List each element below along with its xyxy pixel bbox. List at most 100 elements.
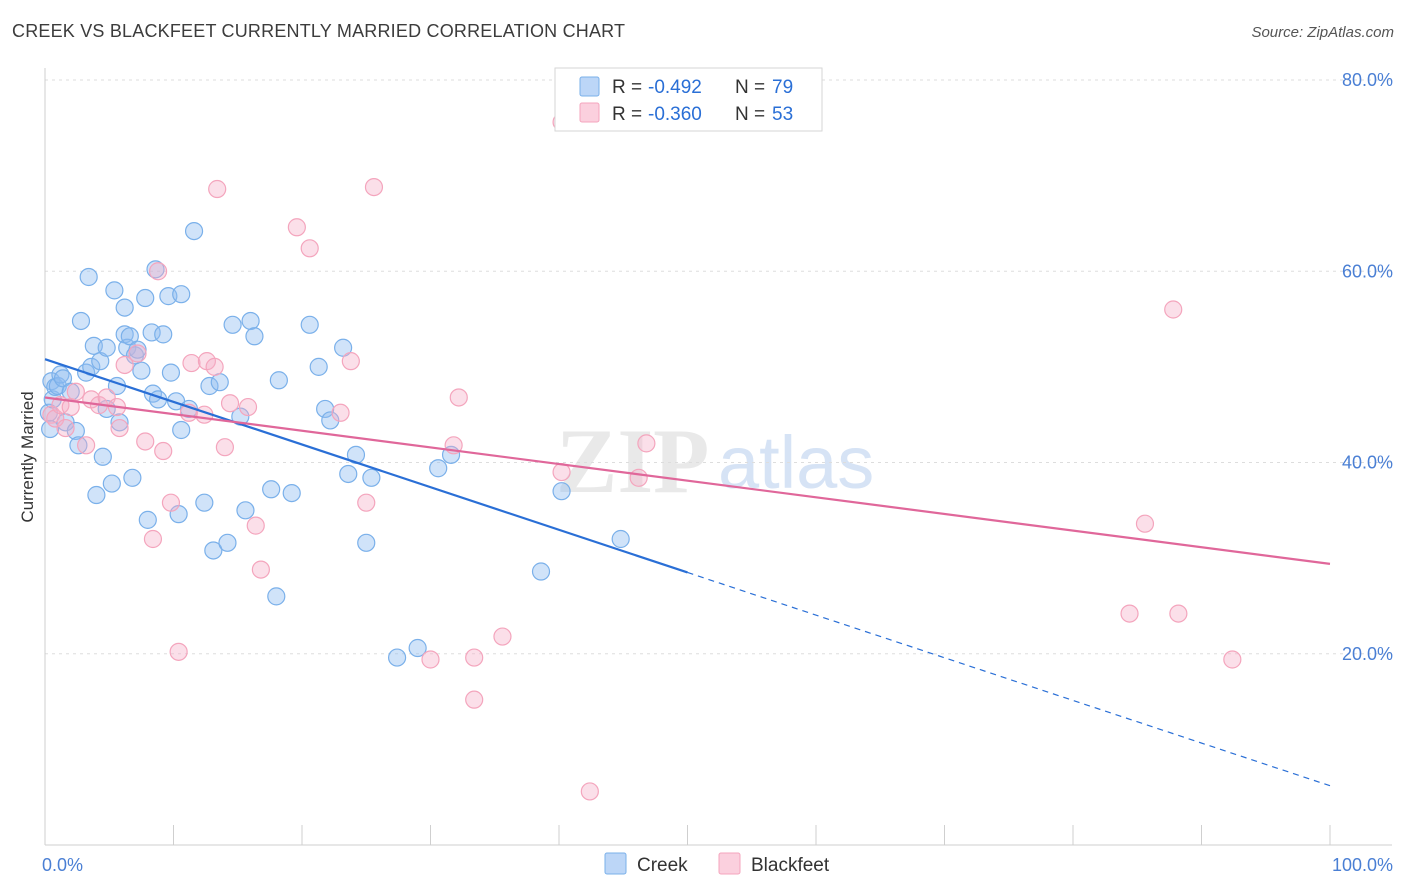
blackfeet-point xyxy=(208,179,227,199)
blackfeet-point xyxy=(364,178,384,197)
blackfeet-point xyxy=(169,642,188,661)
creek-point xyxy=(408,638,427,658)
blackfeet-legend-swatch xyxy=(718,852,741,875)
y-axis-title: Currently Married xyxy=(18,391,37,522)
blackfeet-point xyxy=(357,493,376,512)
creek-legend-swatch xyxy=(604,852,627,875)
creek-point xyxy=(611,529,630,549)
y-tick-labels: 20.0% 40.0% 60.0% 80.0% xyxy=(1342,70,1393,664)
creek-point xyxy=(128,340,147,359)
creek-point xyxy=(339,464,358,484)
stats-legend-frame xyxy=(554,67,823,132)
creek-point xyxy=(552,482,571,501)
x-tick-label: 100.0% xyxy=(1332,855,1393,875)
blackfeet-point xyxy=(66,382,85,401)
chart-title: CREEK VS BLACKFEET CURRENTLY MARRIED COR… xyxy=(12,21,626,41)
creek-point xyxy=(429,459,448,478)
creek-point xyxy=(269,371,288,390)
creek-point xyxy=(87,485,106,505)
blackfeet-r-label: R = xyxy=(612,104,642,125)
blackfeet-point xyxy=(449,388,468,407)
data-points xyxy=(39,112,1242,801)
creek-point xyxy=(123,468,142,487)
creek-point xyxy=(267,587,286,606)
creek-point xyxy=(120,327,139,346)
creek-point xyxy=(161,363,181,382)
creek-n-value: 79 xyxy=(772,77,793,98)
blackfeet-point xyxy=(1120,604,1139,623)
creek-point xyxy=(262,480,281,499)
creek-point xyxy=(79,267,98,287)
creek-point xyxy=(71,311,91,331)
trend-lines xyxy=(44,358,1331,787)
creek-point xyxy=(142,323,161,342)
blackfeet-point xyxy=(300,239,319,258)
blackfeet-point xyxy=(1169,604,1188,623)
stats-legend: R = -0.492 N = 79 R = -0.360 N = 53 xyxy=(554,67,823,132)
blackfeet-point xyxy=(251,560,270,579)
creek-point xyxy=(69,436,88,455)
blackfeet-point xyxy=(238,397,258,417)
creek-point xyxy=(172,420,191,440)
blackfeet-point xyxy=(421,650,440,669)
creek-point xyxy=(143,384,163,403)
creek-point xyxy=(184,221,204,241)
y-tick-label: 80.0% xyxy=(1342,70,1393,90)
creek-stats-swatch xyxy=(579,76,600,97)
blackfeet-point xyxy=(115,355,134,375)
gridlines xyxy=(45,79,1392,655)
creek-point xyxy=(387,648,407,667)
creek-point xyxy=(282,484,301,503)
blackfeet-point xyxy=(136,432,155,451)
blackfeet-point xyxy=(637,434,656,453)
blackfeet-point xyxy=(1164,300,1183,319)
blackfeet-point xyxy=(56,418,75,438)
creek-point xyxy=(41,419,60,439)
creek-point xyxy=(531,562,551,581)
y-tick-label: 60.0% xyxy=(1342,261,1393,281)
blackfeet-point xyxy=(1223,650,1242,669)
creek-point xyxy=(132,361,151,380)
creek-point xyxy=(316,399,335,419)
creek-point xyxy=(115,298,134,317)
watermark: ZIP atlas xyxy=(556,410,874,512)
creek-point xyxy=(102,474,121,493)
blackfeet-point xyxy=(465,648,484,667)
blackfeet-point xyxy=(205,357,224,376)
creek-point xyxy=(97,338,116,357)
blackfeet-point xyxy=(215,438,234,457)
creek-point xyxy=(138,510,157,529)
creek-point xyxy=(309,357,328,376)
creek-point xyxy=(334,338,353,357)
creek-point xyxy=(110,413,129,432)
blackfeet-point xyxy=(493,627,512,646)
y-tick-label: 20.0% xyxy=(1342,644,1393,664)
axes xyxy=(44,68,1392,846)
creek-point xyxy=(154,325,173,344)
creek-n-label: N = xyxy=(735,77,765,98)
blackfeet-point xyxy=(161,493,181,512)
creek-point xyxy=(236,501,255,520)
x-tick-label: 0.0% xyxy=(42,855,83,875)
creek-point xyxy=(172,285,191,304)
creek-point xyxy=(357,533,376,552)
blackfeet-point xyxy=(287,218,306,237)
creek-point xyxy=(223,315,242,334)
blackfeet-n-value: 53 xyxy=(772,104,793,125)
blackfeet-point xyxy=(220,394,240,413)
x-tick-labels: 0.0% 100.0% xyxy=(42,855,1393,875)
creek-point xyxy=(200,376,219,396)
blackfeet-point xyxy=(1135,514,1155,533)
blackfeet-point xyxy=(143,529,163,549)
creek-point xyxy=(93,447,112,466)
blackfeet-point xyxy=(148,262,168,281)
blackfeet-n-label: N = xyxy=(735,104,765,125)
creek-point xyxy=(245,327,264,346)
creek-point xyxy=(204,541,223,560)
creek-point xyxy=(300,315,319,334)
blackfeet-point xyxy=(182,353,201,373)
blackfeet-stats-swatch xyxy=(579,102,600,123)
blackfeet-point xyxy=(341,352,360,371)
creek-trend-extension xyxy=(687,571,1331,787)
